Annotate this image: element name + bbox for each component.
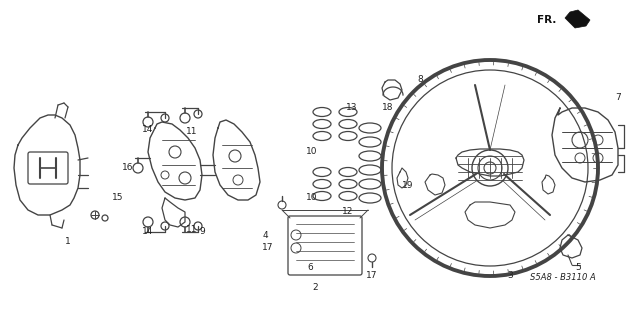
Text: 7: 7 <box>615 93 621 102</box>
Text: 9: 9 <box>199 228 205 236</box>
Text: 18: 18 <box>382 103 394 113</box>
Polygon shape <box>565 10 590 28</box>
Text: 10: 10 <box>306 194 318 203</box>
Text: 3: 3 <box>507 270 513 279</box>
Text: 19: 19 <box>403 180 414 189</box>
Text: FR.: FR. <box>536 15 556 25</box>
Text: 14: 14 <box>143 125 154 134</box>
Text: 14: 14 <box>143 228 154 236</box>
Text: 13: 13 <box>346 103 358 113</box>
Text: 6: 6 <box>307 263 313 273</box>
Text: 11: 11 <box>187 226 198 235</box>
Text: 17: 17 <box>366 270 378 279</box>
Text: 12: 12 <box>342 207 354 217</box>
Text: 17: 17 <box>263 244 274 252</box>
Text: 8: 8 <box>417 76 423 84</box>
Text: 4: 4 <box>262 230 268 239</box>
FancyBboxPatch shape <box>288 216 362 275</box>
Text: 15: 15 <box>112 194 124 203</box>
Text: 10: 10 <box>306 148 318 156</box>
Text: 5: 5 <box>575 263 581 273</box>
Text: 2: 2 <box>312 284 318 292</box>
Text: S5A8 - B3110 A: S5A8 - B3110 A <box>530 274 596 283</box>
Text: 16: 16 <box>122 164 134 172</box>
Text: 1: 1 <box>65 237 71 246</box>
Text: 11: 11 <box>187 127 198 137</box>
